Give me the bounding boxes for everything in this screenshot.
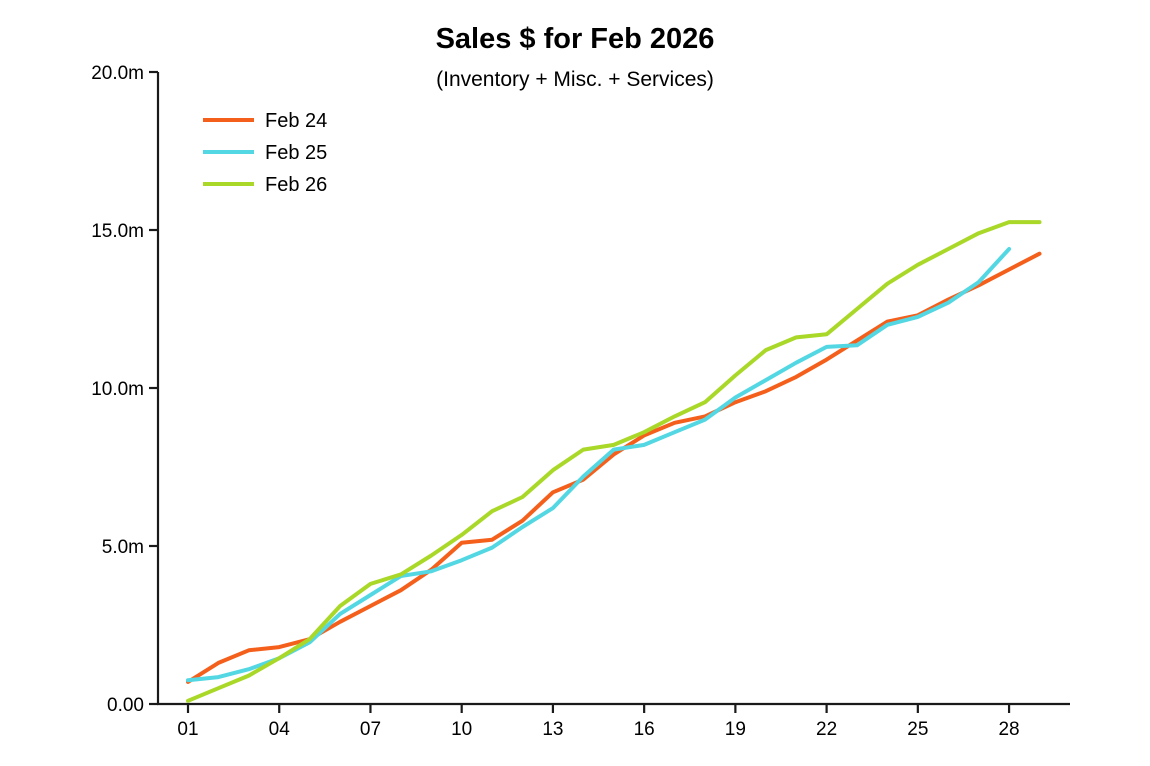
chart-title: Sales $ for Feb 2026 bbox=[436, 23, 715, 55]
series-line-feb-25 bbox=[186, 247, 1012, 683]
y-tick-label: 5.0m bbox=[102, 537, 144, 558]
x-tick-label: 28 bbox=[998, 719, 1019, 740]
axes bbox=[156, 72, 1070, 706]
x-tick-label: 01 bbox=[177, 719, 198, 740]
series-line-feb-24 bbox=[186, 251, 1042, 684]
y-tick-label: 0.00 bbox=[107, 695, 144, 716]
y-tick-label: 10.0m bbox=[91, 379, 144, 400]
x-tick-label: 16 bbox=[634, 719, 655, 740]
legend-label-feb-26: Feb 26 bbox=[265, 174, 327, 196]
legend: Feb 24 Feb 25 Feb 26 bbox=[203, 110, 327, 196]
y-tick-label: 15.0m bbox=[91, 221, 144, 242]
legend-label-feb-24: Feb 24 bbox=[265, 110, 327, 132]
x-tick-label: 22 bbox=[816, 719, 837, 740]
x-tick-label: 04 bbox=[269, 719, 291, 740]
series-line-feb-26 bbox=[186, 220, 1042, 703]
x-tick-label: 07 bbox=[360, 719, 381, 740]
legend-label-feb-25: Feb 25 bbox=[265, 142, 327, 164]
x-tick-label: 13 bbox=[542, 719, 563, 740]
x-tick-label: 19 bbox=[725, 719, 746, 740]
x-tick-label: 10 bbox=[451, 719, 472, 740]
plot-area: 0.00 5.0m 10.0m 15.0m 20.0m 01 04 07 10 13 16 19 22 2… bbox=[91, 63, 1070, 740]
chart-subtitle: (Inventory + Misc. + Services) bbox=[436, 68, 714, 91]
y-tick-label: 20.0m bbox=[91, 63, 144, 84]
x-tick-label: 25 bbox=[907, 719, 928, 740]
